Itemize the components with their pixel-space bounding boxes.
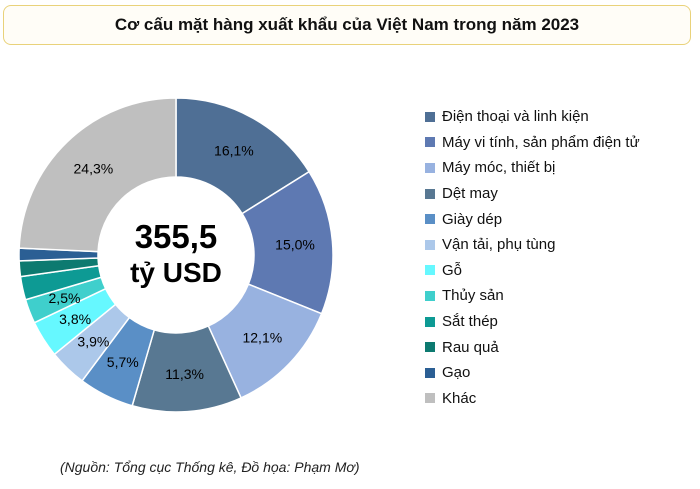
legend-label: Dệt may <box>442 185 498 203</box>
legend-label: Gạo <box>442 364 471 382</box>
legend-swatch <box>425 290 435 301</box>
legend-swatch <box>425 265 435 276</box>
legend-label: Thủy sản <box>442 287 504 305</box>
legend-item: Dệt may <box>425 181 695 207</box>
slice-label-7: 3,8% <box>59 311 91 327</box>
legend-swatch <box>425 137 435 148</box>
legend-item: Giày dép <box>425 206 695 232</box>
legend-swatch <box>425 239 435 250</box>
legend-swatch <box>425 316 435 327</box>
legend-item: Vận tải, phụ tùng <box>425 232 695 258</box>
legend-item: Khác <box>425 386 695 412</box>
donut-slice-1 <box>175 97 311 215</box>
legend-item: Thủy sản <box>425 283 695 309</box>
donut-slice-2 <box>241 170 334 315</box>
legend-swatch <box>425 111 435 122</box>
legend-item: Sắt thép <box>425 309 695 335</box>
legend-label: Rau quả <box>442 338 499 356</box>
donut-slice-12 <box>18 97 177 253</box>
slice-label-5: 5,7% <box>107 354 139 370</box>
legend-label: Vận tải, phụ tùng <box>442 236 556 254</box>
legend-swatch <box>425 393 435 404</box>
legend-label: Máy vi tính, sản phẩm điện tử <box>442 133 640 151</box>
legend-item: Gạo <box>425 360 695 386</box>
legend-label: Sắt thép <box>442 313 498 331</box>
slice-label-2: 15,0% <box>275 237 315 253</box>
title-box: Cơ cấu mặt hàng xuất khẩu của Việt Nam t… <box>3 5 691 45</box>
legend-label: Gỗ <box>442 261 463 279</box>
slice-label-8: 2,5% <box>49 290 81 306</box>
legend-item: Điện thoại và linh kiện <box>425 104 695 130</box>
legend-swatch <box>425 214 435 225</box>
legend-label: Máy móc, thiết bị <box>442 159 556 177</box>
center-total-value: 355,5 <box>135 218 218 255</box>
chart-title: Cơ cấu mặt hàng xuất khẩu của Việt Nam t… <box>114 15 580 34</box>
slice-label-3: 12,1% <box>242 330 282 346</box>
legend-label: Giày dép <box>442 210 503 228</box>
source-note: (Nguồn: Tổng cục Thống kê, Đồ họa: Phạm … <box>60 459 360 475</box>
legend-item: Gỗ <box>425 258 695 284</box>
legend-swatch <box>425 162 435 173</box>
legend-swatch <box>425 367 435 378</box>
legend-swatch <box>425 342 435 353</box>
slice-label-1: 16,1% <box>214 142 254 158</box>
chart-legend: Điện thoại và linh kiện Máy vi tính, sản … <box>425 104 695 411</box>
legend-item: Máy móc, thiết bị <box>425 155 695 181</box>
legend-label: Khác <box>442 389 477 407</box>
legend-swatch <box>425 188 435 199</box>
center-total-unit: tỷ USD <box>130 257 222 288</box>
legend-item: Máy vi tính, sản phẩm điện tử <box>425 130 695 156</box>
slice-label-6: 3,9% <box>77 333 109 349</box>
slice-label-4: 11,3% <box>165 366 204 382</box>
slice-label-12: 24,3% <box>74 161 114 177</box>
legend-label: Điện thoại và linh kiện <box>442 108 589 126</box>
legend-item: Rau quả <box>425 334 695 360</box>
